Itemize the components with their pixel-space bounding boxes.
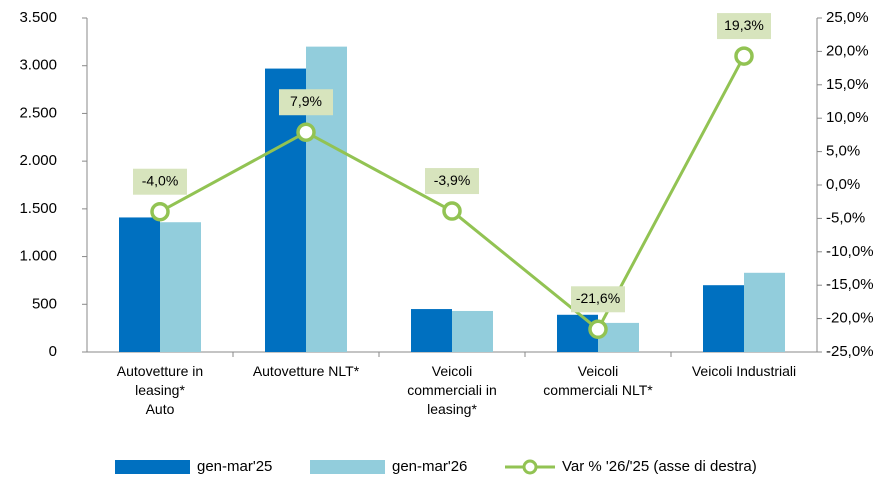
y-tick-label: 500 — [32, 295, 57, 312]
y2-tick-label: 20,0% — [826, 42, 869, 59]
y2-tick-label: 25,0% — [826, 9, 869, 26]
line-marker — [150, 201, 170, 222]
y-tick-label: 3.000 — [19, 57, 57, 74]
bar — [411, 309, 452, 352]
data-label-box — [133, 168, 187, 195]
y2-tick-label: -15,0% — [826, 276, 874, 293]
y2-tick-label: 15,0% — [826, 76, 869, 93]
y2-tick-label: -10,0% — [826, 243, 874, 260]
line-marker — [734, 46, 754, 66]
data-label: -4,0% — [142, 172, 179, 188]
data-label-box — [717, 13, 771, 40]
legend-label: gen-mar'25 — [197, 458, 272, 475]
y-tick-label: 3.500 — [19, 9, 57, 26]
y-tick-label: 0 — [49, 343, 57, 360]
legend-marker — [522, 459, 538, 475]
bar — [452, 310, 493, 352]
legend-label: Var % '26/'25 (asse di destra) — [562, 458, 757, 475]
y2-tick-label: 0,0% — [826, 176, 860, 193]
bar — [160, 222, 201, 352]
y-tick-label: 2.000 — [19, 152, 57, 169]
y2-tick-label: -20,0% — [826, 310, 874, 327]
x-tick-label: Autovetture in leasing* Auto — [116, 363, 204, 417]
bar — [744, 272, 785, 352]
y-tick-label: 2.500 — [19, 104, 57, 121]
x-tick-label: Veicoli commerciali NLT* — [543, 363, 653, 398]
y2-tick-label: 5,0% — [826, 143, 860, 160]
data-label-box — [279, 89, 333, 116]
x-tick-label: Veicoli commerciali in leasing* — [407, 363, 497, 417]
y2-tick-label: -5,0% — [826, 209, 865, 226]
data-label: -21,6% — [576, 290, 620, 306]
y2-tick-label: -25,0% — [826, 343, 874, 360]
bar — [119, 217, 160, 352]
y2-tick-label: 10,0% — [826, 109, 869, 126]
data-label: 19,3% — [724, 17, 764, 33]
data-label-box — [571, 286, 625, 313]
line-marker — [296, 122, 316, 142]
y-tick-label: 1.000 — [19, 248, 57, 265]
y-tick-label: 1.500 — [19, 200, 57, 217]
data-label: 7,9% — [290, 93, 322, 109]
legend-swatch — [310, 460, 385, 474]
bar — [703, 285, 744, 352]
line-marker — [588, 319, 608, 340]
data-label: -3,9% — [434, 172, 471, 188]
data-label-box — [425, 168, 479, 195]
x-tick-label: Autovetture NLT* — [252, 363, 360, 379]
legend-label: gen-mar'26 — [392, 458, 467, 475]
legend-swatch — [115, 460, 190, 474]
x-tick-label: Veicoli Industriali — [691, 363, 797, 379]
bar — [265, 68, 306, 352]
line-marker — [442, 201, 462, 221]
